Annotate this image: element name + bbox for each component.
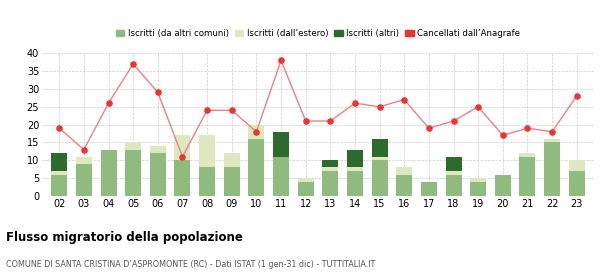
Bar — [224, 153, 240, 167]
Point — [301, 119, 310, 123]
Bar — [470, 182, 486, 196]
Text: Flusso migratorio della popolazione: Flusso migratorio della popolazione — [6, 231, 243, 244]
Bar — [273, 157, 289, 196]
Bar — [150, 153, 166, 196]
Bar — [322, 160, 338, 167]
Bar — [495, 175, 511, 196]
Bar — [396, 175, 412, 196]
Bar — [421, 182, 437, 196]
Bar — [51, 153, 67, 171]
Point — [104, 101, 113, 105]
Bar — [76, 164, 92, 196]
Bar — [298, 178, 314, 182]
Bar — [371, 157, 388, 160]
Bar — [347, 167, 363, 171]
Point — [79, 147, 89, 152]
Point — [523, 126, 532, 130]
Bar — [470, 178, 486, 182]
Point — [178, 155, 187, 159]
Bar — [544, 139, 560, 143]
Bar — [175, 135, 190, 160]
Bar — [322, 171, 338, 196]
Bar — [371, 139, 388, 157]
Bar — [101, 150, 116, 196]
Bar — [125, 143, 141, 150]
Point — [375, 104, 385, 109]
Bar — [175, 160, 190, 196]
Point — [227, 108, 236, 113]
Point — [350, 101, 360, 105]
Bar — [347, 171, 363, 196]
Bar — [150, 146, 166, 153]
Point — [55, 126, 64, 130]
Bar — [51, 171, 67, 175]
Bar — [76, 157, 92, 164]
Bar — [569, 160, 585, 171]
Bar — [273, 132, 289, 157]
Bar — [446, 157, 461, 171]
Bar — [569, 171, 585, 196]
Bar — [298, 182, 314, 196]
Point — [251, 129, 261, 134]
Point — [449, 119, 458, 123]
Point — [326, 119, 335, 123]
Bar — [248, 125, 265, 139]
Bar — [446, 175, 461, 196]
Point — [498, 133, 508, 137]
Bar — [520, 157, 535, 196]
Bar — [199, 135, 215, 167]
Point — [572, 94, 581, 98]
Text: COMUNE DI SANTA CRISTINA D’ASPROMONTE (RC) - Dati ISTAT (1 gen-31 dic) - TUTTITA: COMUNE DI SANTA CRISTINA D’ASPROMONTE (R… — [6, 260, 375, 269]
Bar — [347, 150, 363, 167]
Bar — [446, 171, 461, 175]
Point — [400, 97, 409, 102]
Point — [202, 108, 212, 113]
Bar — [371, 160, 388, 196]
Point — [153, 90, 163, 95]
Bar — [322, 167, 338, 171]
Point — [547, 129, 557, 134]
Point — [424, 126, 434, 130]
Point — [128, 62, 138, 66]
Point — [473, 104, 483, 109]
Point — [276, 58, 286, 62]
Bar — [125, 150, 141, 196]
Bar — [544, 143, 560, 196]
Bar — [51, 175, 67, 196]
Legend: Iscritti (da altri comuni), Iscritti (dall’estero), Iscritti (altri), Cancellati: Iscritti (da altri comuni), Iscritti (da… — [116, 29, 520, 38]
Bar — [248, 139, 265, 196]
Bar — [396, 167, 412, 175]
Bar — [520, 153, 535, 157]
Bar — [224, 167, 240, 196]
Bar — [199, 167, 215, 196]
